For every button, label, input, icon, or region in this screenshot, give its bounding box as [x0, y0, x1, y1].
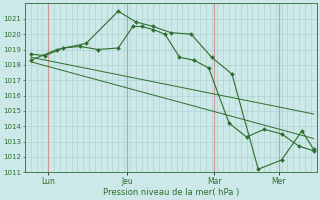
- X-axis label: Pression niveau de la mer( hPa ): Pression niveau de la mer( hPa ): [103, 188, 239, 197]
